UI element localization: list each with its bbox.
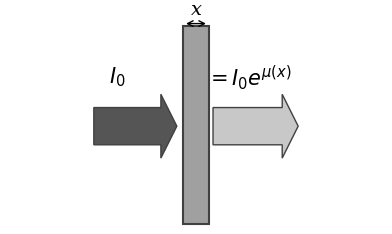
Text: $I = I_0e^{\mu(x)}$: $I = I_0e^{\mu(x)}$ <box>200 63 292 92</box>
Polygon shape <box>94 94 177 158</box>
Bar <box>183 26 209 224</box>
Polygon shape <box>213 94 298 158</box>
Text: $I_0$: $I_0$ <box>109 66 125 89</box>
Text: x: x <box>191 1 201 19</box>
